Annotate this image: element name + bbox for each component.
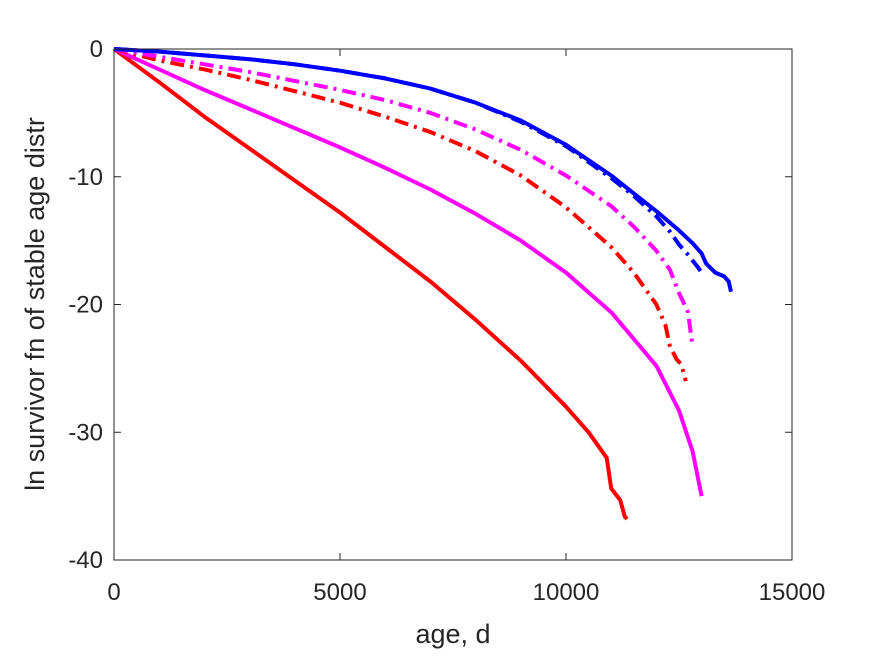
axes-box	[113, 48, 793, 561]
x-axis-label: age, d	[415, 619, 490, 649]
y-tick-label: -20	[68, 292, 103, 319]
y-tick-label: 0	[90, 36, 103, 63]
y-tick-label: -40	[68, 547, 103, 574]
series-layer	[112, 47, 733, 521]
x-tick-label: 0	[107, 579, 120, 606]
x-tick-label: 5000	[313, 579, 366, 606]
series-line-4	[113, 47, 695, 347]
series-line-1	[112, 47, 629, 521]
x-tick-label: 15000	[759, 579, 826, 606]
series-line-6	[113, 47, 733, 293]
tick-layer: 0 5000 10000 15000 0 -10 -20 -30 -40	[68, 36, 825, 606]
series-line-2	[113, 47, 704, 497]
y-axis-label: ln survivor fn of stable age distr	[20, 117, 50, 491]
series-line-3	[113, 47, 688, 382]
y-tick-label: -10	[68, 164, 103, 191]
y-tick-label: -30	[68, 419, 103, 446]
x-tick-label: 10000	[533, 579, 600, 606]
